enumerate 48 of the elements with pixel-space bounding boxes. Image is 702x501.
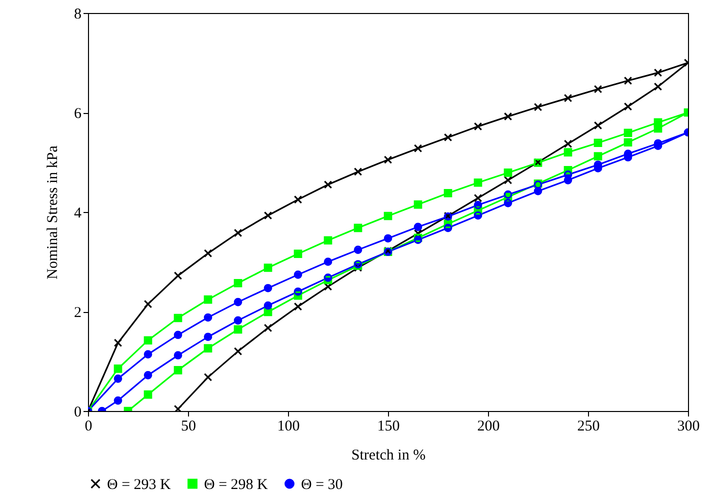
x-tick-label: 300 xyxy=(677,418,700,434)
point xyxy=(234,347,242,356)
point xyxy=(504,176,512,184)
point xyxy=(144,300,152,308)
point xyxy=(174,272,182,280)
y-axis-title: Nominal Stress in kPa xyxy=(45,145,61,280)
y-tick-label: 2 xyxy=(74,305,82,321)
x-tick-label: 0 xyxy=(84,418,92,434)
point xyxy=(204,249,212,258)
point xyxy=(234,228,242,238)
point xyxy=(594,84,602,94)
x-tick-label: 100 xyxy=(277,418,300,434)
y-tick-label: 0 xyxy=(74,404,82,420)
point xyxy=(354,168,362,176)
point xyxy=(594,121,602,130)
legend-label: Θ = 298 K xyxy=(204,476,268,493)
y-tick-label: 6 xyxy=(74,106,82,122)
x-tick-label: 200 xyxy=(477,418,500,434)
point xyxy=(474,194,482,202)
legend-label: Θ = 293 K xyxy=(107,476,172,493)
y-tick-label: 4 xyxy=(74,206,82,222)
point xyxy=(204,373,212,382)
point xyxy=(564,94,572,102)
point xyxy=(384,156,392,164)
point xyxy=(114,338,122,347)
point xyxy=(654,82,662,91)
x-tick-label: 50 xyxy=(181,418,196,434)
point xyxy=(534,102,542,112)
point xyxy=(324,180,332,189)
point xyxy=(414,144,422,152)
point xyxy=(294,195,302,204)
y-tick-label: 8 xyxy=(74,6,82,22)
point xyxy=(474,122,482,131)
point xyxy=(444,133,452,142)
point xyxy=(174,404,182,411)
point xyxy=(624,76,632,85)
x-axis-title: Stretch in % xyxy=(351,448,426,464)
point xyxy=(624,102,632,111)
x-tick-label: 150 xyxy=(377,418,400,434)
point xyxy=(294,302,302,311)
x-tick-label: 250 xyxy=(577,418,600,434)
point xyxy=(414,229,422,238)
point xyxy=(264,211,272,220)
point xyxy=(504,112,512,121)
point xyxy=(264,324,272,332)
point xyxy=(564,140,572,148)
point xyxy=(654,68,662,77)
legend-label: Θ = 30 xyxy=(301,476,343,493)
